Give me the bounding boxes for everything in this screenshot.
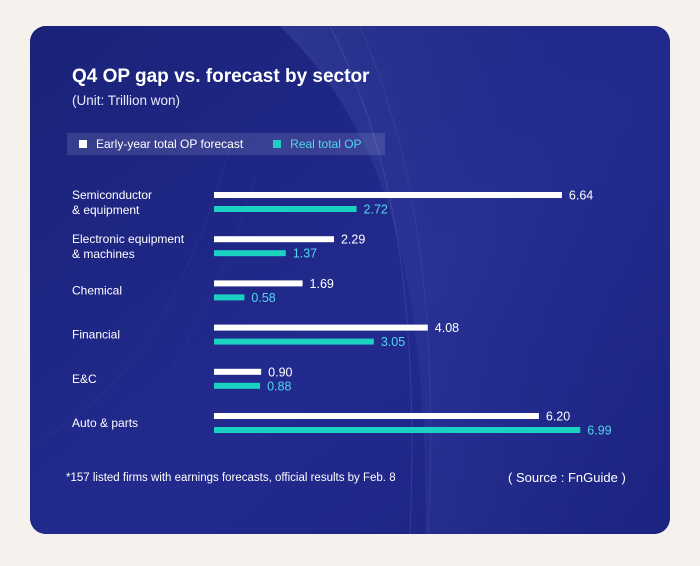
bar-real (214, 250, 286, 257)
background-decoration (30, 26, 670, 534)
category-label: Chemical (72, 283, 122, 297)
category-label: Auto & parts (72, 416, 138, 430)
legend-swatch-real (273, 140, 282, 148)
bar-forecast (214, 192, 562, 198)
value-label-forecast: 1.69 (310, 277, 334, 291)
source-credit: ( Source : FnGuide ) (508, 470, 626, 485)
chart-title: Q4 OP gap vs. forecast by sector (72, 66, 370, 87)
chart-subtitle: (Unit: Trillion won) (72, 93, 181, 108)
value-label-forecast: 4.08 (435, 321, 459, 335)
bar-forecast (214, 413, 539, 419)
value-label-real: 0.88 (267, 379, 291, 393)
bar-real (214, 427, 581, 433)
category-label: Electronic equipment (72, 232, 185, 246)
value-label-real: 2.72 (364, 203, 388, 217)
legend-swatch-forecast (79, 140, 87, 148)
value-label-real: 0.58 (251, 291, 275, 305)
bar-chart: Semiconductor& equipment 6.64 2.72 Electron… (72, 188, 612, 438)
legend-label-forecast: Early-year total OP forecast (96, 137, 244, 151)
legend-item-real: Real total OP (273, 137, 362, 151)
category-label: & machines (72, 247, 135, 261)
bar-real (214, 294, 245, 301)
legend-label-real: Real total OP (290, 137, 362, 151)
value-label-real: 1.37 (293, 247, 317, 261)
bar-real (214, 206, 357, 212)
value-label-forecast: 6.64 (569, 189, 593, 203)
bar-real (214, 338, 374, 345)
bar-forecast (214, 368, 262, 375)
category-label: Semiconductor (72, 188, 152, 202)
bar-forecast (214, 236, 334, 243)
value-label-forecast: 0.90 (268, 365, 292, 379)
category-label: Financial (72, 328, 120, 342)
bar-forecast (214, 324, 428, 331)
category-label: & equipment (72, 203, 140, 217)
value-label-real: 6.99 (587, 424, 611, 438)
footnote: *157 listed firms with earnings forecast… (66, 472, 396, 484)
legend: Early-year total OP forecast Real total … (67, 133, 385, 155)
value-label-forecast: 2.29 (341, 233, 365, 247)
legend-item-forecast: Early-year total OP forecast (79, 137, 243, 151)
bar-real (214, 382, 261, 389)
value-label-real: 3.05 (381, 335, 405, 349)
category-label: E&C (72, 372, 97, 386)
bar-forecast (214, 280, 303, 287)
chart-card: Q4 OP gap vs. forecast by sector (Unit: … (30, 26, 670, 534)
value-label-forecast: 6.20 (546, 410, 570, 424)
